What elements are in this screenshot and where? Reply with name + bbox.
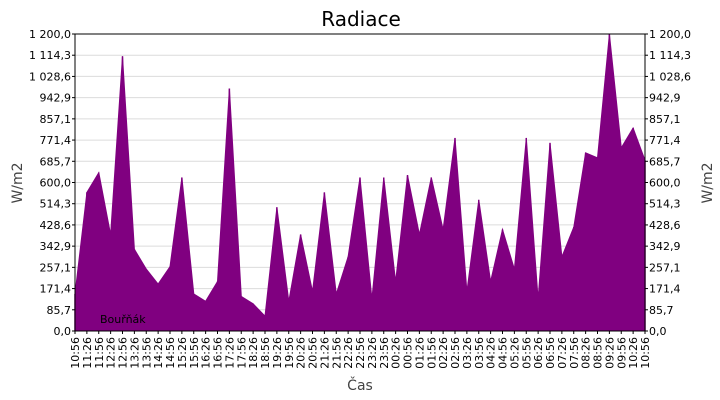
y-tick-label: 85,7: [649, 304, 674, 317]
legend-label: Bouřňák: [100, 313, 146, 326]
y-tick-label: 342,9: [649, 240, 681, 253]
y-tick-label: 257,1: [40, 261, 72, 274]
x-tick-label: 05:56: [520, 337, 533, 369]
x-tick-label: 05:26: [508, 337, 521, 369]
x-tick-label: 10:56: [639, 337, 652, 369]
y-axis-right: 0,0 85,7 171,4 257,1 342,9 428,6 514,3 600,0 685…: [645, 28, 691, 338]
y-tick-label: 0,0: [54, 325, 72, 338]
y-tick-label: 428,6: [649, 219, 681, 232]
x-tick-label: 13:56: [140, 337, 153, 369]
x-tick-label: 03:56: [473, 337, 486, 369]
x-tick-label: 16:26: [200, 337, 213, 369]
x-tick-label: 09:56: [615, 337, 628, 369]
x-tick-label: 22:26: [342, 337, 355, 369]
y-tick-label: 257,1: [649, 261, 681, 274]
legend-swatch: [83, 314, 93, 324]
plot-area: [74, 33, 646, 332]
y-tick-label: 514,3: [40, 198, 72, 211]
y-tick-label: 1 114,3: [649, 49, 691, 62]
x-tick-label: 08:56: [592, 337, 605, 369]
chart-title: Radiace: [321, 7, 401, 31]
x-tick-label: 10:56: [69, 337, 82, 369]
y-tick-label: 171,4: [649, 283, 681, 296]
x-tick-label: 02:56: [449, 337, 462, 369]
x-tick-label: 19:26: [271, 337, 284, 369]
legend: Bouřňák: [83, 313, 146, 326]
y-tick-label: 1 114,3: [29, 49, 71, 62]
x-tick-label: 11:26: [81, 337, 94, 369]
y-tick-label: 771,4: [649, 134, 681, 147]
y-tick-label: 171,4: [40, 283, 72, 296]
y-tick-label: 771,4: [40, 134, 72, 147]
x-tick-label: 07:26: [556, 337, 569, 369]
x-tick-label: 13:26: [128, 337, 141, 369]
x-tick-label: 15:56: [188, 337, 201, 369]
y-axis-left: 0,0 85,7 171,4 257,1 342,9 428,6 514,3 600,0 685…: [29, 28, 75, 338]
y-tick-label: 1 200,0: [29, 28, 71, 41]
x-tick-label: 12:56: [117, 337, 130, 369]
y-tick-label: 342,9: [40, 240, 72, 253]
x-axis: 10:5611:2611:5612:2612:5613:2613:5614:26…: [69, 331, 652, 369]
y-tick-label: 1 028,6: [29, 70, 71, 83]
y-tick-label: 857,1: [40, 113, 72, 126]
y-tick-label: 1 028,6: [649, 70, 691, 83]
y-tick-label: 942,9: [40, 92, 72, 105]
y-axis-label-right: W/m2: [700, 162, 716, 203]
x-tick-label: 23:56: [378, 337, 391, 369]
x-tick-label: 06:56: [544, 337, 557, 369]
x-tick-label: 20:56: [307, 337, 320, 369]
x-tick-label: 17:56: [235, 337, 248, 369]
x-tick-label: 14:26: [152, 337, 165, 369]
y-tick-label: 942,9: [649, 92, 681, 105]
x-tick-label: 01:26: [413, 337, 426, 369]
x-tick-label: 00:56: [402, 337, 415, 369]
x-tick-label: 06:26: [532, 337, 545, 369]
y-tick-label: 600,0: [649, 177, 681, 190]
x-tick-label: 03:26: [461, 337, 474, 369]
x-tick-label: 16:56: [212, 337, 225, 369]
y-tick-label: 428,6: [40, 219, 72, 232]
x-tick-label: 04:26: [485, 337, 498, 369]
x-tick-label: 10:26: [627, 337, 640, 369]
y-tick-label: 600,0: [40, 177, 72, 190]
x-tick-label: 23:26: [366, 337, 379, 369]
y-tick-label: 685,7: [40, 155, 72, 168]
x-tick-label: 21:56: [330, 337, 343, 369]
y-tick-label: 1 200,0: [649, 28, 691, 41]
x-tick-label: 11:56: [93, 337, 106, 369]
x-tick-label: 17:26: [223, 337, 236, 369]
x-tick-label: 19:56: [283, 337, 296, 369]
x-tick-label: 22:56: [354, 337, 367, 369]
x-tick-label: 07:56: [568, 337, 581, 369]
x-tick-label: 18:56: [259, 337, 272, 369]
y-tick-label: 857,1: [649, 113, 681, 126]
x-tick-label: 09:26: [603, 337, 616, 369]
y-tick-label: 0,0: [649, 325, 667, 338]
y-axis-label-left: W/m2: [10, 162, 26, 203]
y-tick-label: 514,3: [649, 198, 681, 211]
x-tick-label: 00:26: [390, 337, 403, 369]
x-tick-label: 20:26: [295, 337, 308, 369]
y-tick-label: 85,7: [47, 304, 72, 317]
x-tick-label: 04:56: [497, 337, 510, 369]
y-tick-label: 685,7: [649, 155, 681, 168]
x-tick-label: 15:26: [176, 337, 189, 369]
x-tick-label: 14:56: [164, 337, 177, 369]
x-tick-label: 08:26: [580, 337, 593, 369]
x-tick-label: 02:26: [437, 337, 450, 369]
x-tick-label: 18:26: [247, 337, 260, 369]
x-axis-label: Čas: [347, 376, 373, 394]
x-tick-label: 21:26: [318, 337, 331, 369]
x-tick-label: 12:26: [105, 337, 118, 369]
x-tick-label: 01:56: [425, 337, 438, 369]
